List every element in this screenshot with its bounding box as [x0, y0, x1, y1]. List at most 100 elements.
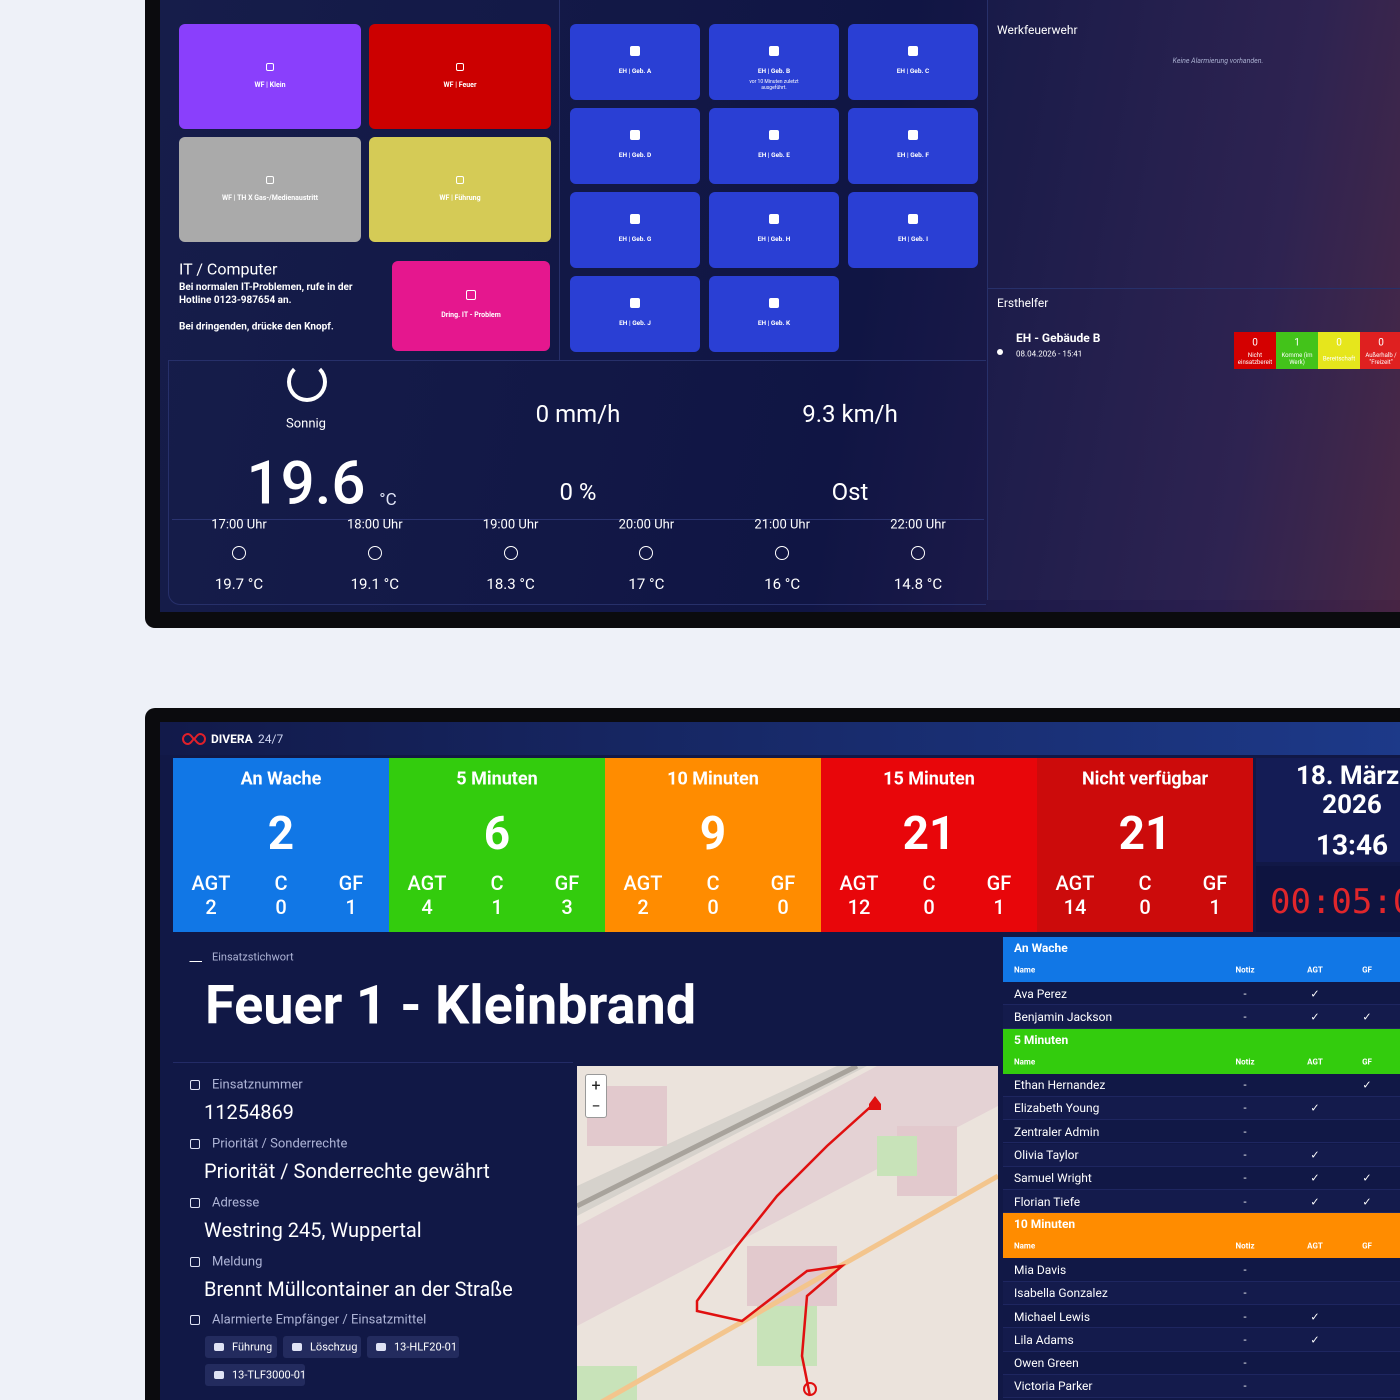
icon — [190, 1315, 200, 1325]
roster-cell: - — [1243, 1010, 1247, 1024]
forecast-temp: 19.7 °C — [214, 575, 264, 593]
roster-cell: Isabella Gonzalez — [1014, 1286, 1108, 1301]
sun-icon — [287, 362, 327, 402]
roster-cell: - — [1243, 1125, 1247, 1139]
eh-button-label: EH | Geb. K — [757, 319, 791, 327]
eh-button-label: EH | Geb. A — [618, 67, 652, 75]
unit-value: 4 — [421, 895, 433, 919]
icon — [908, 130, 918, 140]
weather-direction: Ost — [831, 478, 869, 506]
panel-left — [168, 0, 560, 360]
eh-button-label: EH | Geb. I — [897, 235, 929, 243]
field-value: Priorität / Sonderrechte gewährt — [204, 1159, 490, 1183]
unit-value: 12 — [847, 895, 871, 919]
timer: 00:05:0 — [1270, 882, 1400, 922]
unit-label: AGT — [623, 871, 663, 895]
forecast-icon — [775, 546, 790, 560]
eh-button[interactable] — [570, 192, 700, 268]
status-count: 2 — [267, 807, 295, 861]
unit-value: 2 — [205, 895, 217, 919]
forecast-time: 20:00 Uhr — [618, 517, 675, 533]
icon — [630, 130, 640, 140]
roster-cell: Florian Tiefe — [1014, 1194, 1081, 1209]
eh-button[interactable] — [709, 276, 839, 352]
eh-button-label: EH | Geb. H — [757, 235, 791, 243]
forecast-icon — [232, 546, 246, 560]
status-box — [1318, 332, 1360, 369]
icon — [630, 298, 640, 308]
status-column — [173, 758, 389, 932]
unit-label: GF — [338, 871, 364, 895]
alarm-button[interactable] — [179, 24, 361, 129]
alarm-button[interactable] — [369, 24, 551, 129]
status-title: 5 Minuten — [456, 768, 538, 790]
eh-button[interactable] — [848, 108, 978, 184]
roster-header: Notiz — [1235, 965, 1255, 975]
status-title: Nicht verfügbar — [1081, 768, 1209, 790]
unit-label: C — [922, 871, 936, 895]
eh-button[interactable] — [570, 24, 700, 100]
roster-group-title: 10 Minuten — [1014, 1217, 1076, 1232]
status-count: 6 — [483, 807, 511, 861]
empty-note: Keine Alarmierung vorhanden. — [1172, 57, 1264, 65]
weather-temp: 19.6 — [246, 447, 366, 519]
unit-value: 2 — [637, 895, 649, 919]
icon — [769, 214, 779, 224]
recipient-label: 13-TLF3000-01 — [232, 1368, 307, 1382]
forecast-time: 19:00 Uhr — [482, 517, 539, 533]
roster-cell: - — [1243, 1101, 1247, 1115]
eh-button[interactable] — [570, 276, 700, 352]
unit-value: 1 — [345, 895, 357, 919]
alarm-button[interactable] — [369, 137, 551, 242]
unit-label: AGT — [839, 871, 879, 895]
clock-date: 18. März — [1296, 761, 1400, 791]
roster-header: GF — [1362, 1057, 1372, 1067]
field-label: Priorität / Sonderrechte — [212, 1136, 348, 1152]
eh-button[interactable] — [709, 192, 839, 268]
chip-icon — [376, 1343, 386, 1351]
status-column — [605, 758, 821, 932]
eh-button[interactable] — [848, 24, 978, 100]
roster-cell: - — [1243, 1263, 1247, 1277]
roster-header: Name — [1014, 965, 1036, 975]
eh-button[interactable] — [848, 192, 978, 268]
roster-group-header — [1003, 937, 1400, 982]
eh-button[interactable] — [709, 108, 839, 184]
unit-label: GF — [1202, 871, 1228, 895]
eh-button-label: EH | Geb. E — [758, 151, 790, 159]
forecast-temp: 16 °C — [764, 575, 801, 593]
eh-button[interactable] — [709, 24, 839, 100]
status-column — [389, 758, 605, 932]
roster-cell: ✓ — [1362, 1195, 1372, 1209]
status-count: 0 — [1336, 337, 1342, 349]
alarm-button-label: WF | TH X Gas-/Medienaustritt — [222, 194, 318, 202]
it-button[interactable] — [392, 261, 550, 351]
status-count: 9 — [699, 807, 727, 861]
clock-time: 13:46 — [1315, 828, 1389, 862]
eh-button[interactable] — [570, 108, 700, 184]
it-title: IT / Computer — [179, 259, 278, 279]
field-label: Alarmierte Empfänger / Einsatzmittel — [212, 1312, 427, 1328]
roster-cell: - — [1243, 1333, 1247, 1347]
status-column — [821, 758, 1037, 932]
status-label: Bereitschaft — [1322, 355, 1356, 363]
alarm-button-label: WF | Klein — [254, 81, 286, 89]
roster-cell: ✓ — [1362, 1171, 1372, 1185]
roster-header: GF — [1362, 1241, 1372, 1251]
icon — [769, 46, 779, 56]
brand: DIVERA — [211, 732, 253, 746]
roster-row — [1003, 1351, 1400, 1375]
brand-logo — [182, 732, 206, 746]
roster-cell: ✓ — [1310, 1333, 1320, 1347]
alarm-button[interactable] — [179, 137, 361, 242]
icon — [266, 63, 274, 71]
unit-label: C — [490, 871, 504, 895]
field-value: 11254869 — [204, 1100, 294, 1124]
recipient-label: 13-HLF20-01 — [394, 1340, 458, 1354]
roster-group-title: An Wache — [1014, 941, 1068, 955]
icon — [630, 214, 640, 224]
chip-icon — [214, 1343, 224, 1351]
roster-row — [1003, 1328, 1400, 1352]
unit-value: 0 — [275, 895, 287, 919]
roster-cell: Elizabeth Young — [1014, 1101, 1100, 1116]
